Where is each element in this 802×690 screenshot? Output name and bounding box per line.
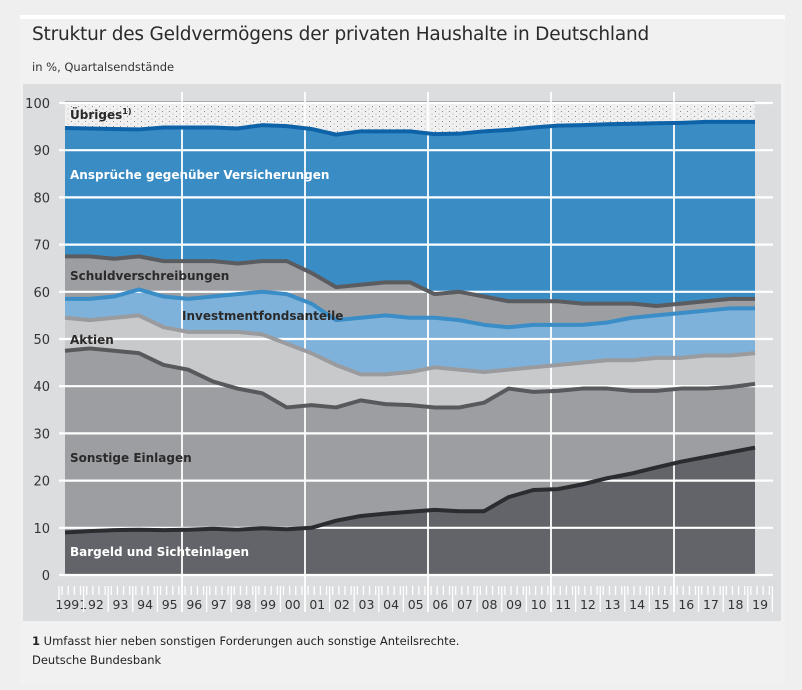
- y-tick-label: 20: [33, 475, 50, 490]
- x-tick-label: 14: [629, 597, 645, 612]
- series-label: Schuldverschreibungen: [70, 269, 229, 283]
- line-sonstige-einlagen: [64, 346, 756, 410]
- x-tick-label: 11: [555, 597, 571, 612]
- y-tick-label: 90: [33, 144, 50, 159]
- line-ansprüche-gegenüber-versicherungen: [64, 119, 755, 137]
- x-tick-label: 95: [162, 597, 178, 612]
- x-tick-label: 07: [457, 597, 473, 612]
- x-tick-label: 01: [309, 597, 325, 612]
- area-bargeld-und-sichteinlagen: [65, 447, 755, 575]
- x-tick-label: 17: [703, 597, 719, 612]
- x-tick-label: 94: [137, 597, 153, 612]
- y-tick-label: 10: [33, 522, 50, 537]
- x-tick-label: 93: [113, 597, 129, 612]
- y-tick-label: 80: [33, 191, 50, 206]
- footnote: 1 Umfasst hier neben sonstigen Forderung…: [32, 634, 459, 648]
- x-tick-label: 98: [236, 597, 252, 612]
- area-investmentfondsanteile: [65, 289, 755, 375]
- series-labels: Übriges1) Ansprüche gegenüber Versicherun…: [70, 107, 343, 559]
- series-label: Übriges1): [70, 107, 131, 122]
- x-tick-label: 96: [186, 597, 202, 612]
- x-tick-label: 15: [654, 597, 670, 612]
- y-tick-label: 30: [33, 427, 50, 442]
- x-tick-label: 13: [605, 597, 621, 612]
- lines-layer: [64, 119, 756, 535]
- x-tick-label: 08: [482, 597, 498, 612]
- x-tick-label: 12: [580, 597, 596, 612]
- x-tick-label: 05: [408, 597, 424, 612]
- x-tick-label: 06: [432, 597, 448, 612]
- x-tick-label: 02: [334, 597, 350, 612]
- x-tick-label: 19: [752, 597, 768, 612]
- y-tick-label: 0: [42, 569, 50, 584]
- area-sonstige-einlagen: [65, 348, 755, 533]
- x-tick-label: 10: [531, 597, 547, 612]
- source-note: Deutsche Bundesbank: [32, 653, 162, 667]
- areas-layer: [65, 101, 755, 575]
- y-tick-label: 100: [25, 97, 50, 112]
- y-tick-label: 70: [33, 239, 50, 254]
- area-ansprüche-gegenüber-versicherungen: [65, 121, 755, 306]
- y-tick-label: 50: [33, 333, 50, 348]
- x-tick-label: 09: [506, 597, 522, 612]
- line-investmentfondsanteile: [65, 287, 755, 330]
- series-label: Ansprüche gegenüber Versicherungen: [70, 168, 329, 182]
- line-schuldverschreibungen: [65, 254, 755, 308]
- series-label: Aktien: [70, 333, 114, 347]
- chart-title: Struktur des Geldvermögens der privaten …: [32, 24, 650, 45]
- x-tick-label: 00: [285, 597, 301, 612]
- y-tick-label: 60: [33, 286, 50, 301]
- y-tick-label: 40: [33, 380, 50, 395]
- series-label-superscript: 1): [122, 107, 131, 116]
- x-tick-label: 99: [260, 597, 276, 612]
- x-tick-label: 92: [88, 597, 104, 612]
- line-bargeld-und-sichteinlagen: [64, 445, 756, 535]
- series-label: Bargeld und Sichteinlagen: [70, 545, 249, 559]
- x-tick-label: 18: [728, 597, 744, 612]
- x-tick-label: 97: [211, 597, 227, 612]
- footnote-text: Umfasst hier neben sonstigen Forderungen…: [43, 634, 460, 648]
- footnote-number: 1: [32, 634, 41, 648]
- x-tick-label: 04: [383, 597, 399, 612]
- line-aktien: [64, 313, 756, 377]
- x-axis: 1991 92 93 94 95 96 97 98 99 00 01 02 03 04 05 06 07 08 09…: [55, 586, 774, 612]
- x-tick-label: 16: [678, 597, 694, 612]
- series-label: Investmentfondsanteile: [182, 309, 343, 323]
- series-label: Sonstige Einlagen: [70, 451, 192, 465]
- x-tick-label: 1991: [55, 597, 87, 612]
- y-axis: 0 10 20 30 40 50 60 70 80 90 100: [25, 97, 50, 584]
- x-tick-label: 03: [359, 597, 375, 612]
- chart-subtitle: in %, Quartalsendstände: [32, 60, 175, 74]
